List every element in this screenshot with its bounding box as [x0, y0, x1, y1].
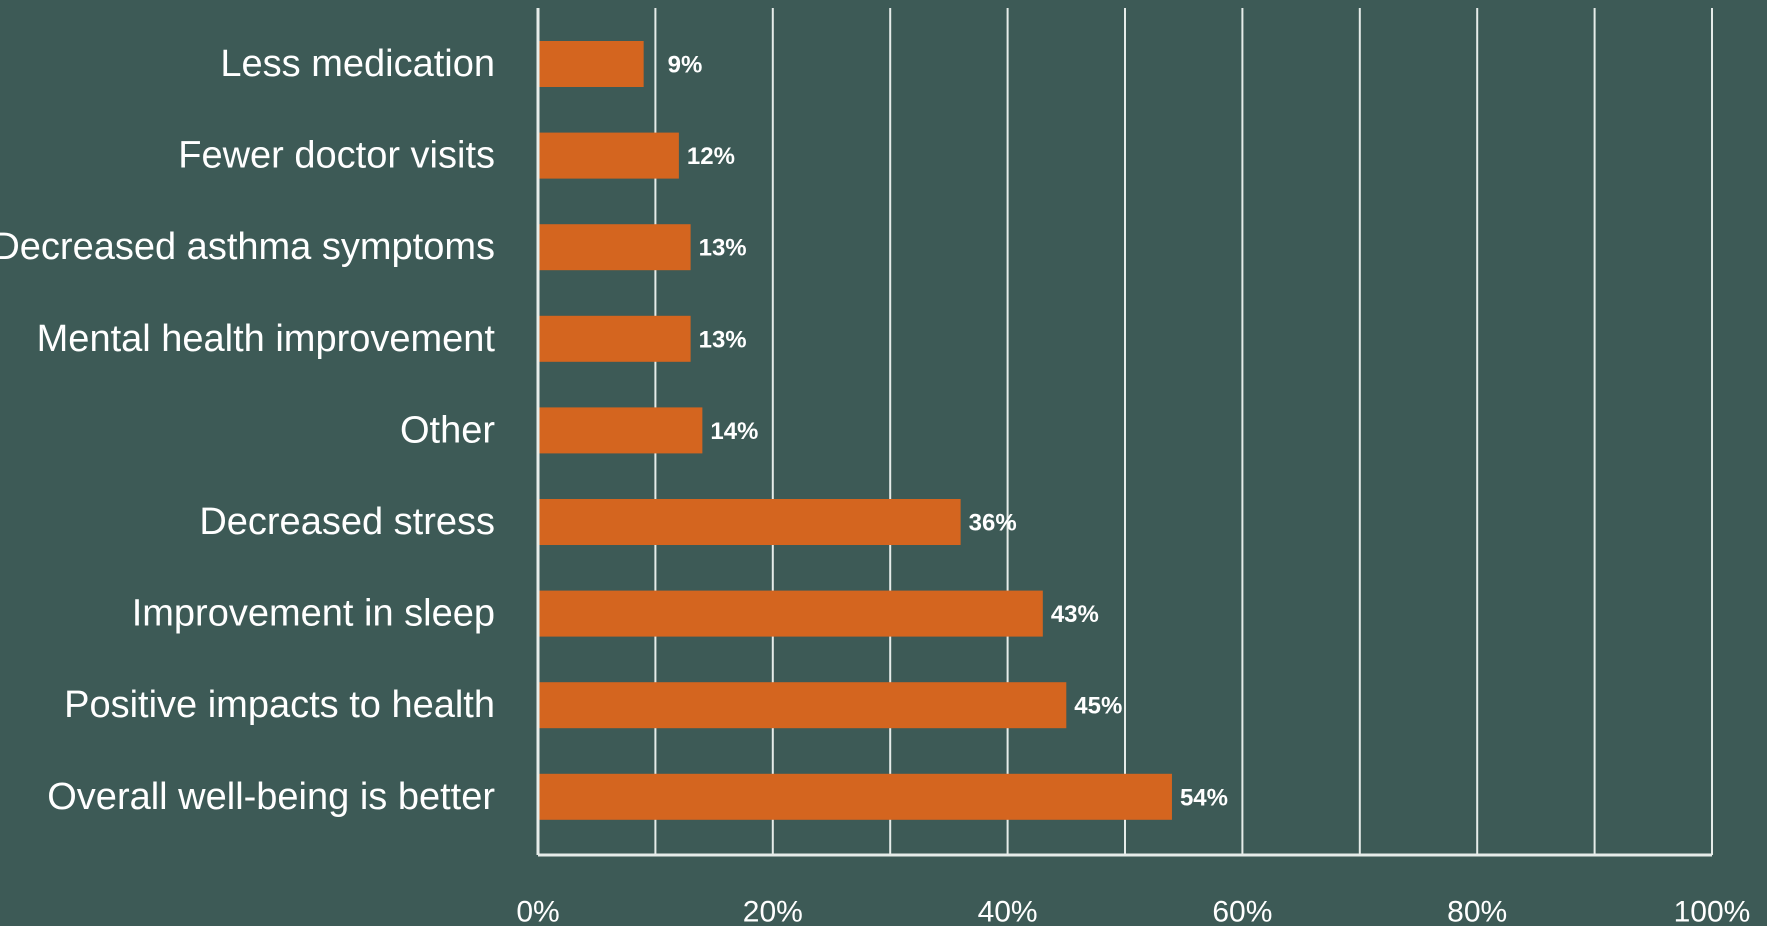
- category-label: Positive impacts to health: [64, 684, 495, 726]
- category-labels: Less medication Fewer doctor visits Decrea…: [0, 43, 495, 818]
- bar: [539, 682, 1067, 729]
- bar: [539, 407, 703, 454]
- x-tick-labels: 0% 20% 40% 60% 80% 100%: [516, 896, 1750, 926]
- data-label: 14%: [710, 418, 758, 445]
- bar: [539, 132, 679, 179]
- data-label: 12%: [687, 143, 735, 170]
- data-label: 36%: [969, 510, 1017, 537]
- bar: [539, 773, 1172, 820]
- data-label: 43%: [1051, 601, 1099, 628]
- category-label: Improvement in sleep: [132, 593, 495, 635]
- data-label: 13%: [699, 326, 747, 353]
- category-label: Overall well-being is better: [47, 776, 495, 818]
- category-label: Mental health improvement: [37, 318, 496, 360]
- category-label: Fewer doctor visits: [178, 135, 495, 177]
- x-tick-label: 40%: [978, 896, 1038, 926]
- category-label: Decreased asthma symptoms: [0, 226, 495, 268]
- category-label: Decreased stress: [199, 501, 495, 543]
- data-label: 45%: [1074, 693, 1122, 720]
- bar: [539, 41, 644, 87]
- data-label: 54%: [1180, 784, 1228, 811]
- x-tick-label: 20%: [743, 896, 803, 926]
- bar: [539, 224, 691, 271]
- bar: [539, 499, 961, 545]
- bar: [539, 590, 1043, 637]
- x-tick-label: 80%: [1447, 896, 1507, 926]
- data-label: 9%: [668, 52, 703, 79]
- gridlines: [654, 8, 1713, 855]
- x-tick-label: 0%: [516, 896, 559, 926]
- x-tick-label: 60%: [1212, 896, 1272, 926]
- category-label: Less medication: [220, 43, 495, 85]
- x-tick-label: 100%: [1674, 896, 1751, 926]
- data-label: 13%: [699, 235, 747, 262]
- value-labels: 9% 12% 13% 13% 14% 36% 43% 45% 54%: [668, 52, 1228, 812]
- category-label: Other: [400, 409, 495, 451]
- axes: [536, 8, 1712, 857]
- bars: [539, 41, 1172, 820]
- bar: [539, 315, 691, 362]
